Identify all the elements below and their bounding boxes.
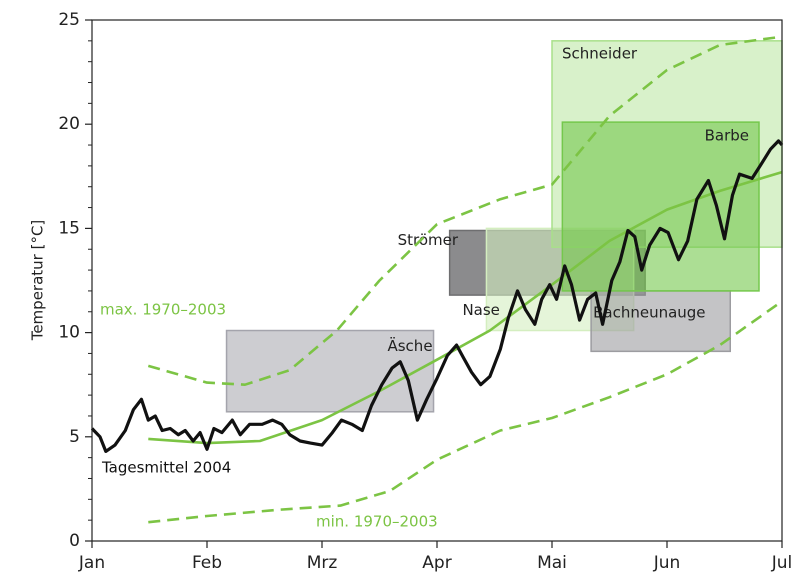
y-tick-label: 0 <box>69 531 80 551</box>
series-label: min. 1970–2003 <box>316 513 438 531</box>
y-tick-label: 5 <box>69 427 80 447</box>
box-label: Äsche <box>387 336 432 355</box>
x-tick-label: Feb <box>192 553 222 573</box>
y-tick-label: 15 <box>58 218 80 238</box>
dashed-line <box>147 35 783 386</box>
y-tick-label: 10 <box>58 323 80 343</box>
y-axis-label: Temperatur [°C] <box>29 220 47 342</box>
dashed-line <box>148 300 783 524</box>
series-label: max. 1970–2003 <box>100 301 226 319</box>
line <box>148 170 783 445</box>
box-label: Bachneunauge <box>593 303 705 321</box>
box-label: Schneider <box>562 44 638 62</box>
line <box>90 139 784 453</box>
x-tick-label: Mai <box>537 553 567 573</box>
y-tick-label: 25 <box>58 10 80 30</box>
series-label: Tagesmittel 2004 <box>101 459 231 477</box>
x-tick-label: Jun <box>653 553 681 573</box>
box-label: Barbe <box>705 127 749 145</box>
x-tick-label: Jul <box>771 553 793 573</box>
x-tick-label: Jan <box>78 553 105 573</box>
x-tick-label: Mrz <box>307 553 338 573</box>
spawning-period <box>225 329 435 413</box>
box-label: Nase <box>462 301 499 319</box>
spawning-period <box>590 290 731 353</box>
spawning-period <box>561 121 760 292</box>
y-tick-label: 20 <box>58 114 80 134</box>
x-tick-label: Apr <box>422 553 451 573</box>
box-label: Strömer <box>398 231 459 249</box>
